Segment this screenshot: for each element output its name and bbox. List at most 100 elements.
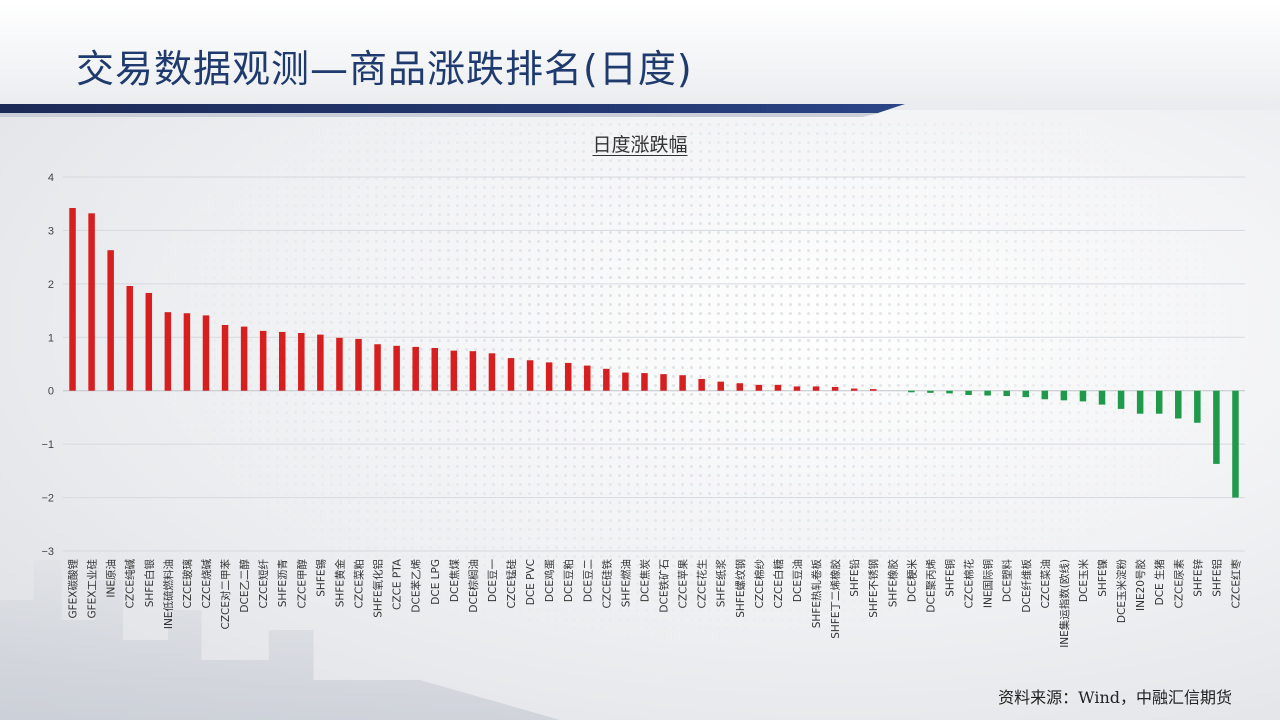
- bar: [278, 331, 286, 391]
- x-tick-label: INE国际铜: [983, 559, 995, 608]
- y-tick-label: −1: [41, 439, 54, 451]
- bar: [450, 350, 458, 391]
- x-tick-label: CZCE菜粕: [353, 559, 366, 609]
- bar: [507, 358, 515, 391]
- x-tick-label: SHFE氧化铝: [372, 559, 385, 618]
- bar: [850, 388, 858, 391]
- source-note: 资料来源：Wind，中融汇信期货: [998, 688, 1232, 707]
- x-tick-label: DCE焦煤: [448, 559, 461, 603]
- bar: [755, 384, 763, 391]
- bar: [1213, 390, 1220, 464]
- bar: [1022, 390, 1030, 398]
- bar: [1194, 390, 1201, 423]
- x-tick-label: CZCE苹果: [677, 559, 690, 609]
- bar: [908, 390, 915, 393]
- bar: [1136, 390, 1144, 414]
- bar: [393, 345, 400, 391]
- bar: [584, 365, 591, 391]
- x-tick-label: CZCE棉花: [963, 559, 976, 609]
- x-tick-label: INE集运指数(欧线): [1058, 559, 1071, 648]
- x-tick-label: CZCE纯碱: [124, 559, 137, 609]
- y-tick-label: 3: [48, 225, 54, 237]
- x-tick-label: DCE塑料: [1001, 559, 1014, 603]
- bar: [660, 374, 667, 391]
- y-tick-label: −2: [41, 493, 54, 505]
- x-tick-label: CZCE PTA: [392, 558, 404, 610]
- bar: [431, 347, 439, 391]
- x-tick-label: DCE焦炭: [638, 559, 651, 603]
- x-tick-label: DCE PVC: [525, 559, 537, 605]
- x-tick-label: DCE鸡蛋: [543, 559, 556, 603]
- x-tick-label: DCE 生猪: [1153, 559, 1166, 606]
- header-accent-bar: [0, 104, 905, 113]
- x-tick-label: CZCE尿素: [1172, 559, 1185, 609]
- x-tick-label: SHFE热轧卷板: [810, 559, 823, 629]
- x-tick-label: DCE玉米: [1077, 559, 1090, 603]
- bar: [240, 326, 248, 391]
- chart-title: 日度涨跌幅: [592, 134, 688, 156]
- x-tick-label: CZCE对二甲苯: [219, 559, 232, 630]
- bar: [221, 324, 229, 391]
- bar: [69, 207, 76, 391]
- x-tick-label: SHFE丁二烯橡胶: [829, 559, 842, 639]
- x-tick-label: INE20号胶: [1134, 559, 1147, 611]
- y-tick-label: 2: [48, 279, 54, 291]
- bar: [488, 353, 496, 391]
- x-tick-label: CZCE白糖: [772, 559, 785, 609]
- x-tick-label: CZCE甲醇: [295, 559, 308, 609]
- bar: [946, 390, 953, 394]
- bar: [1232, 390, 1239, 498]
- x-tick-label: SHFE纸浆: [715, 559, 728, 608]
- page-title: 交易数据观测—商品涨跌排名(日度): [76, 47, 693, 91]
- bar: [107, 250, 114, 391]
- bar: [412, 346, 419, 391]
- bar: [374, 344, 381, 391]
- bar: [622, 372, 629, 391]
- bar: [641, 373, 648, 391]
- x-tick-label: SHFE铅: [848, 559, 861, 597]
- bar: [469, 351, 477, 391]
- x-tick-label: SHFE镍: [1096, 559, 1109, 597]
- bar: [317, 334, 324, 391]
- x-tick-label: INE原油: [105, 559, 118, 598]
- bar: [1041, 390, 1049, 400]
- x-tick-label: DCE LPG: [430, 559, 442, 605]
- bar: [812, 386, 820, 391]
- x-tick-label: CZCE红枣: [1229, 559, 1242, 609]
- bar: [717, 381, 724, 391]
- bar: [183, 313, 191, 391]
- bar: [1060, 390, 1068, 401]
- bar: [126, 285, 133, 391]
- world-map-decoration: [120, 120, 1270, 660]
- x-tick-label: CZCE锰硅: [505, 559, 518, 609]
- bar: [164, 312, 172, 391]
- x-tick-label: GFEX碳酸锂: [67, 559, 80, 619]
- x-tick-label: CZCE烧碱: [200, 559, 213, 609]
- x-tick-label: SHFE黄金: [333, 559, 346, 608]
- x-tick-label: SHFE锡: [314, 559, 327, 597]
- bar: [679, 375, 686, 391]
- y-tick-label: 1: [48, 332, 54, 344]
- y-tick-label: −3: [41, 546, 54, 558]
- x-tick-label: DCE玉米淀粉: [1115, 559, 1128, 624]
- bar: [831, 386, 839, 391]
- bar: [793, 386, 801, 391]
- x-tick-label: DCE豆二: [582, 559, 594, 602]
- bar: [1079, 390, 1087, 402]
- bar: [984, 390, 991, 396]
- x-tick-label: SHFE锌: [1191, 559, 1204, 597]
- bar: [1098, 390, 1106, 405]
- bar: [202, 315, 210, 391]
- x-tick-label: DCE豆一: [487, 559, 499, 603]
- x-tick-label: DCE棕榈油: [467, 559, 480, 613]
- bar: [1003, 390, 1010, 397]
- bar: [1117, 390, 1125, 409]
- y-tick-label: 4: [48, 172, 54, 184]
- x-tick-label: DCE豆油: [791, 559, 804, 602]
- x-tick-label: SHFE螺纹钢: [734, 559, 747, 618]
- bar: [355, 338, 362, 391]
- x-tick-label: DCE纤维板: [1020, 559, 1033, 613]
- bar: [603, 368, 610, 391]
- bar: [145, 292, 153, 391]
